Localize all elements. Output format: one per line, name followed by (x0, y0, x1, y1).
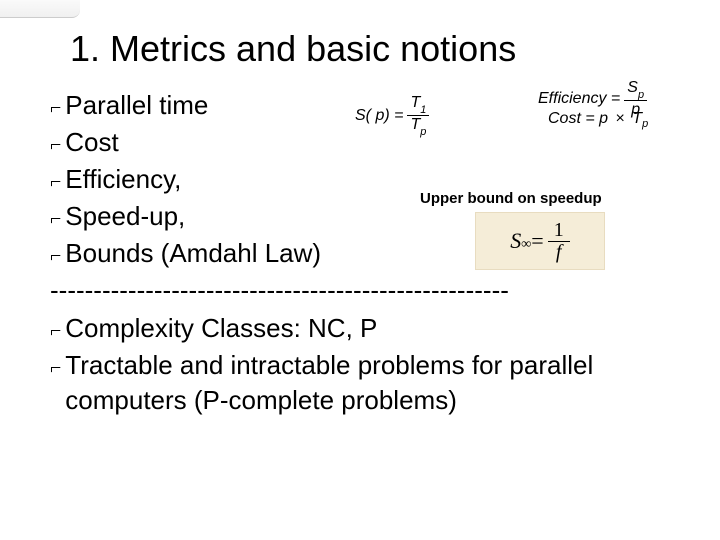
formula-lhs: S( p) = (355, 107, 403, 125)
speedup-formula: S( p) = T1 Tp (355, 95, 429, 136)
bullet-icon: ⌐ (50, 206, 61, 233)
bullet-text: Cost (65, 125, 118, 160)
slide: 1. Metrics and basic notions ⌐ Parallel … (0, 0, 720, 540)
bullet-icon: ⌐ (50, 318, 61, 345)
cost-formula: Cost = p × Tp (548, 110, 648, 130)
bullet-icon: ⌐ (50, 169, 61, 196)
slide-title: 1. Metrics and basic notions (70, 28, 680, 70)
bullet-text: Parallel time (65, 88, 208, 123)
bullet-icon: ⌐ (50, 243, 61, 270)
bullet-item: ⌐ Complexity Classes: NC, P (70, 311, 680, 346)
numerator: Sp (624, 80, 647, 101)
numerator: 1 (548, 220, 570, 242)
amdahl-formula: S∞ = 1 f (510, 220, 569, 263)
bullet-text: Tractable and intractable problems for p… (65, 348, 680, 418)
upper-bound-label: Upper bound on speedup (420, 190, 602, 207)
bullet-text: Efficiency, (65, 162, 181, 197)
bullet-icon: ⌐ (50, 132, 61, 159)
denominator: Tp (410, 116, 426, 136)
bullet-icon: ⌐ (50, 355, 61, 382)
numerator: T1 (407, 95, 429, 116)
bullet-icon: ⌐ (50, 95, 61, 122)
amdahl-formula-box: S∞ = 1 f (475, 212, 605, 270)
bullet-text: Bounds (Amdahl Law) (65, 236, 321, 271)
bullet-text: Complexity Classes: NC, P (65, 311, 377, 346)
fraction: T1 Tp (407, 95, 429, 136)
formula-lhs: Efficiency = (538, 90, 620, 108)
fraction: 1 f (548, 220, 570, 263)
bullet-text: Speed-up, (65, 199, 185, 234)
bullet-item: ⌐ Tractable and intractable problems for… (70, 348, 680, 418)
denominator: f (550, 242, 568, 263)
divider: ----------------------------------------… (50, 273, 680, 308)
